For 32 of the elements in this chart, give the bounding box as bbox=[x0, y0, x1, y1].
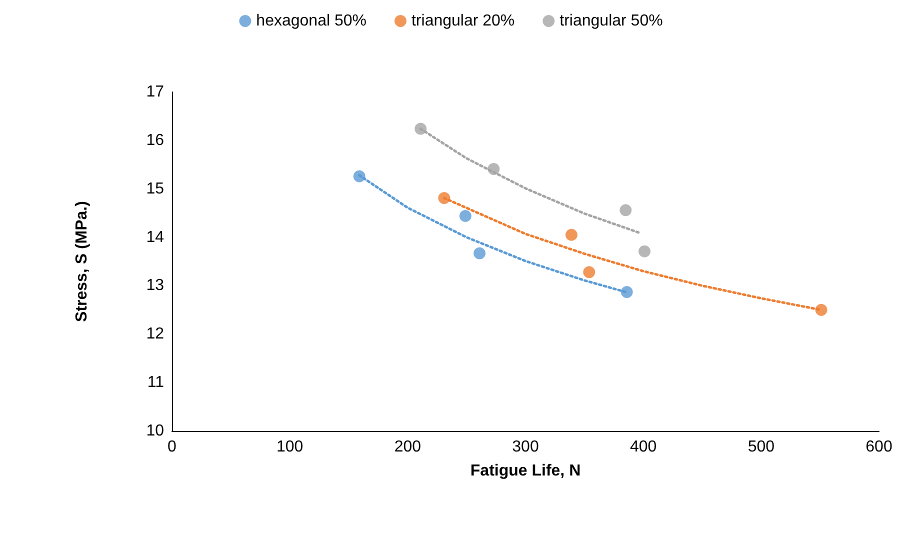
y-tick-label: 14 bbox=[146, 228, 164, 246]
y-tick-label: 13 bbox=[146, 277, 164, 294]
point bbox=[565, 228, 578, 241]
legend-label: triangular 50% bbox=[560, 12, 663, 30]
point bbox=[414, 122, 427, 135]
x-tick-label: 500 bbox=[748, 438, 775, 456]
legend-label: hexagonal 50% bbox=[256, 12, 366, 30]
legend-label: triangular 20% bbox=[411, 12, 515, 30]
y-axis-title: Stress, S (MPa.) bbox=[74, 201, 90, 322]
point bbox=[620, 204, 632, 216]
y-tick-label: 11 bbox=[147, 374, 164, 392]
x-tick-label: 400 bbox=[630, 438, 657, 456]
point bbox=[459, 210, 472, 222]
y-tick-label: 16 bbox=[146, 132, 164, 149]
y-tick-label: 15 bbox=[146, 180, 164, 198]
point bbox=[353, 170, 366, 182]
point bbox=[620, 286, 633, 298]
point bbox=[474, 247, 486, 260]
point bbox=[583, 266, 596, 278]
y-tick-label: 12 bbox=[146, 326, 164, 343]
x-axis-title: Fatigue Life, N bbox=[470, 462, 581, 480]
y-tick-label: 17 bbox=[146, 84, 164, 100]
y-tick-label: 10 bbox=[146, 422, 164, 440]
point bbox=[815, 304, 828, 316]
point bbox=[438, 192, 450, 204]
x-tick-label: 100 bbox=[276, 438, 304, 456]
x-tick-label: 200 bbox=[394, 438, 422, 456]
point bbox=[488, 163, 500, 175]
x-tick-label: 300 bbox=[512, 438, 539, 456]
point bbox=[638, 245, 651, 258]
x-tick-label: 0 bbox=[168, 438, 177, 456]
x-tick-label: 600 bbox=[866, 438, 892, 456]
